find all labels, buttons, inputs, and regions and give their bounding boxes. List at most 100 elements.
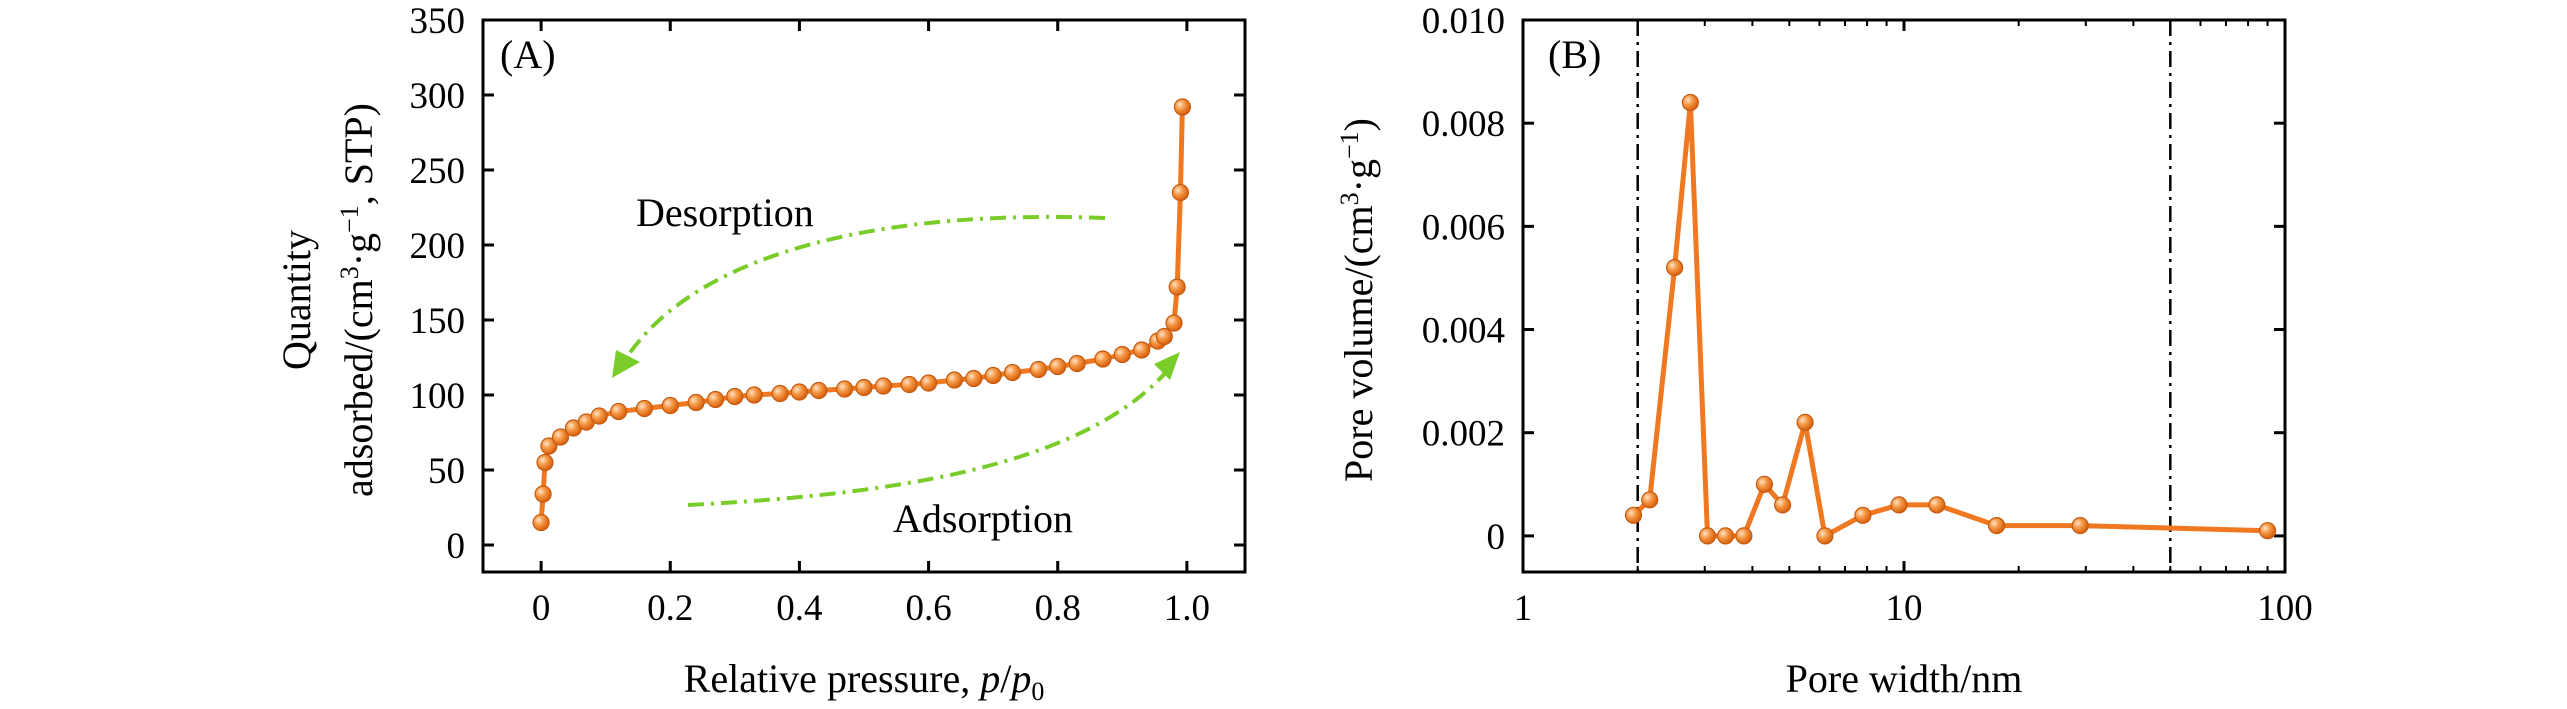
y-tick-label: 150	[410, 301, 466, 342]
x-tick-label: 0.8	[1035, 588, 1081, 629]
data-point	[590, 407, 608, 425]
panel-b-y-ticks: 0 0.002 0.004 0.006 0.008 0.010	[1422, 1, 2285, 558]
y-tick-label: 200	[410, 226, 466, 267]
x-tick-label: 0.4	[776, 588, 822, 629]
data-point	[609, 402, 628, 421]
panel-a-y-axis-title-line2: adsorbed/(cm3·g−1, STP)	[335, 103, 381, 497]
data-point	[1816, 527, 1834, 545]
data-point	[1755, 475, 1774, 493]
data-point	[900, 375, 918, 394]
adsorption-label: Adsorption	[893, 496, 1073, 541]
panel-b-chart: (B) 1 10 100 0 0.002 0.004 0.006 0.008 0.010 Po…	[1335, 1, 2313, 701]
x-tick-label: 0.2	[647, 588, 693, 629]
x-tick-label: 1	[1514, 588, 1533, 629]
y-tick-label: 0.008	[1422, 104, 1505, 145]
data-point	[919, 374, 938, 392]
data-point	[551, 428, 570, 446]
panel-a-chart: (A) 0 0.2 0.4 0.6 0.8 1.0 0 50 100 150 200 250 300 3…	[274, 1, 1247, 706]
data-point	[1171, 183, 1190, 202]
data-point	[984, 366, 1002, 385]
data-point	[855, 378, 873, 397]
data-point	[790, 383, 809, 401]
x-tick-label: 100	[2257, 588, 2313, 629]
panel-a-tag: (A)	[500, 32, 556, 77]
data-point	[835, 380, 854, 398]
y-tick-label: 0.004	[1422, 311, 1505, 352]
desorption-arrow	[612, 214, 1106, 378]
y-tick-label: 0.010	[1422, 1, 1505, 42]
adsorption-arrow	[687, 352, 1180, 507]
data-point	[1624, 506, 1643, 524]
data-point	[1173, 98, 1192, 116]
y-tick-label: 0	[447, 526, 466, 567]
data-point	[1168, 278, 1186, 296]
panel-a-y-ticks: 0 50 100 150 200 250 300 350	[410, 1, 1245, 567]
panel-a-y-axis-title-line1: Quantity	[274, 230, 319, 370]
data-point	[1641, 491, 1659, 509]
panel-a-plot-frame	[481, 18, 1247, 574]
x-tick-label: 10	[1886, 588, 1923, 629]
data-point	[1068, 354, 1086, 373]
data-point	[1773, 496, 1792, 514]
data-point	[532, 513, 550, 532]
y-tick-label: 100	[410, 376, 466, 417]
data-point	[1029, 360, 1048, 379]
data-point	[540, 437, 558, 455]
data-point	[1113, 345, 1131, 364]
data-point	[1735, 527, 1753, 545]
data-point	[1928, 496, 1946, 514]
data-point	[874, 377, 893, 395]
y-tick-label: 300	[410, 76, 466, 117]
panel-b-tag: (B)	[1548, 32, 1601, 77]
panel-a-x-axis-title: Relative pressure, p/p0	[684, 656, 1045, 706]
data-point	[2259, 522, 2277, 540]
data-point	[536, 453, 554, 472]
data-point	[745, 386, 763, 404]
x-tick-label: 1.0	[1164, 588, 1210, 629]
y-tick-label: 250	[410, 151, 466, 192]
x-tick-label: 0.6	[905, 588, 951, 629]
data-point	[965, 369, 983, 388]
data-point	[1796, 413, 1814, 431]
data-point	[810, 381, 828, 400]
data-point	[1854, 506, 1872, 524]
y-tick-label: 0.006	[1422, 207, 1505, 248]
y-tick-label: 350	[410, 1, 466, 42]
data-point	[1049, 357, 1067, 376]
x-tick-label: 0	[532, 588, 551, 629]
data-point	[687, 393, 705, 412]
pore-distribution-line	[1631, 100, 2268, 539]
y-tick-label: 50	[428, 451, 465, 492]
data-point	[1094, 350, 1112, 368]
data-point	[771, 384, 789, 403]
data-point	[1165, 314, 1183, 332]
panel-b-y-axis-title: Pore volume/(cm3·g−1)	[1335, 118, 1381, 482]
data-point	[945, 371, 964, 389]
isotherm-line	[538, 106, 1185, 523]
pore-distribution-points	[1624, 93, 2277, 545]
data-point	[1133, 341, 1151, 359]
data-point	[1681, 93, 1700, 112]
panel-b-x-axis-title: Pore width/nm	[1786, 656, 2023, 701]
data-point	[1155, 327, 1173, 346]
data-point	[1890, 496, 1908, 514]
data-point	[1665, 259, 1684, 277]
data-point	[635, 399, 654, 418]
data-point	[534, 485, 552, 503]
data-point	[706, 390, 725, 409]
isotherm-points	[532, 98, 1192, 532]
data-point	[661, 396, 679, 415]
data-point	[1003, 363, 1022, 382]
data-point	[1716, 527, 1735, 545]
panel-b-x-ticks: 1 10 100	[1514, 20, 2313, 629]
data-point	[726, 387, 744, 406]
panel-b-reference-lines	[1636, 20, 2172, 572]
panel-a-x-ticks: 0 0.2 0.4 0.6 0.8 1.0	[532, 20, 1210, 629]
data-point	[1698, 527, 1717, 545]
y-tick-label: 0.002	[1422, 414, 1505, 455]
desorption-label: Desorption	[636, 190, 814, 235]
data-point	[2071, 516, 2089, 535]
y-tick-label: 0	[1487, 517, 1506, 558]
data-point	[1987, 516, 2006, 535]
